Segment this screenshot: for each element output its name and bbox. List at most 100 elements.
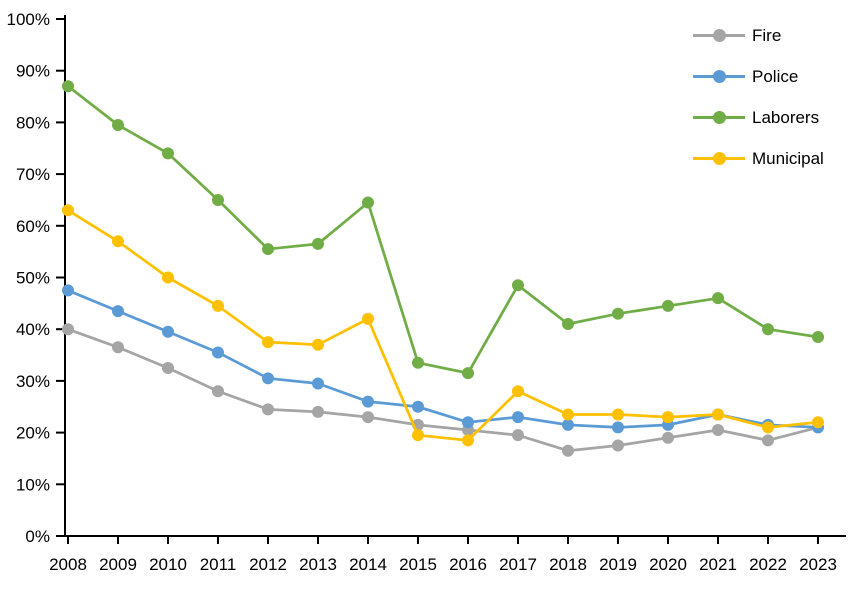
x-axis-label: 2008 <box>49 555 87 574</box>
series-municipal-marker-2021 <box>712 408 724 421</box>
fire-series-swatch-icon <box>693 29 745 42</box>
x-axis-label: 2019 <box>599 555 637 574</box>
series-fire-marker-2010 <box>162 361 174 374</box>
y-axis-label: 70% <box>16 165 50 184</box>
series-laborers-marker-2009 <box>112 118 124 131</box>
x-axis-label: 2023 <box>799 555 837 574</box>
series-laborers-marker-2023 <box>812 330 824 343</box>
series-municipal-marker-2018 <box>562 408 574 421</box>
y-axis-label: 60% <box>16 217 50 236</box>
series-police-marker-2019 <box>612 421 624 434</box>
series-police-marker-2009 <box>112 305 124 318</box>
y-axis-label: 100% <box>7 10 50 29</box>
series-fire-marker-2017 <box>512 429 524 442</box>
series-police-marker-2015 <box>412 400 424 413</box>
police-series-swatch-icon <box>693 70 745 83</box>
series-laborers-marker-2012 <box>262 243 274 256</box>
series-laborers-marker-2010 <box>162 147 174 160</box>
series-municipal-marker-2009 <box>112 235 124 248</box>
y-axis-label: 40% <box>16 320 50 339</box>
legend-item-municipal: Municipal <box>693 138 824 179</box>
y-axis-label: 90% <box>16 62 50 81</box>
series-fire-marker-2021 <box>712 424 724 437</box>
series-laborers-marker-2020 <box>662 299 674 312</box>
series-municipal-line <box>66 208 820 442</box>
x-axis-label: 2017 <box>499 555 537 574</box>
legend-label: Police <box>752 66 799 86</box>
series-fire-marker-2013 <box>312 405 324 418</box>
series-fire-marker-2022 <box>762 434 774 447</box>
series-municipal-marker-2023 <box>812 416 824 429</box>
legend-label: Laborers <box>752 107 820 127</box>
x-axis-label: 2011 <box>200 555 237 574</box>
series-police-marker-2010 <box>162 325 174 338</box>
chart-legend: Fire Police Laborers Municipal <box>693 15 824 179</box>
series-fire-marker-2019 <box>612 439 624 452</box>
legend-item-fire: Fire <box>693 15 824 56</box>
legend-item-police: Police <box>693 56 824 97</box>
series-fire-marker-2009 <box>112 341 124 354</box>
series-fire-line <box>66 327 820 453</box>
y-axis-label: 20% <box>16 424 50 443</box>
x-axis-label: 2022 <box>749 555 787 574</box>
series-laborers-marker-2011 <box>212 193 224 206</box>
y-axis-label: 50% <box>16 268 50 287</box>
x-axis-label: 2018 <box>549 555 587 574</box>
laborers-series-swatch-icon <box>693 111 745 124</box>
series-laborers-marker-2022 <box>762 323 774 336</box>
series-fire-marker-2008 <box>62 323 74 336</box>
series-police-marker-2012 <box>262 372 274 385</box>
series-fire-marker-2012 <box>262 403 274 416</box>
municipal-series-swatch-icon <box>693 152 745 165</box>
series-municipal-marker-2010 <box>162 271 174 284</box>
series-fire-marker-2020 <box>662 431 674 444</box>
x-axis-label: 2009 <box>99 555 137 574</box>
series-laborers-marker-2018 <box>562 318 574 331</box>
series-municipal-marker-2008 <box>62 204 74 217</box>
series-laborers-marker-2013 <box>312 237 324 250</box>
series-municipal-marker-2020 <box>662 411 674 424</box>
series-police-marker-2014 <box>362 395 374 408</box>
series-municipal-marker-2022 <box>762 421 774 434</box>
series-municipal-marker-2012 <box>262 336 274 349</box>
series-municipal-marker-2016 <box>462 434 474 447</box>
series-police-line <box>66 289 820 429</box>
series-laborers-marker-2015 <box>412 356 424 369</box>
series-laborers-marker-2019 <box>612 307 624 320</box>
series-fire-marker-2014 <box>362 411 374 424</box>
legend-label: Fire <box>752 25 782 45</box>
legend-item-laborers: Laborers <box>693 97 824 138</box>
x-axis-label: 2013 <box>299 555 337 574</box>
series-laborers-marker-2016 <box>462 367 474 380</box>
series-laborers-marker-2017 <box>512 279 524 292</box>
legend-label: Municipal <box>752 148 824 168</box>
x-axis-label: 2016 <box>449 555 487 574</box>
series-municipal-marker-2015 <box>412 429 424 442</box>
series-municipal-marker-2017 <box>512 385 524 398</box>
series-laborers-line <box>66 84 820 375</box>
series-laborers-marker-2014 <box>362 196 374 209</box>
y-axis-label: 0% <box>25 527 50 546</box>
x-axis-label: 2012 <box>249 555 287 574</box>
series-laborers-marker-2008 <box>62 80 74 93</box>
series-police-marker-2018 <box>562 418 574 431</box>
series-police-marker-2011 <box>212 346 224 359</box>
y-axis-label: 80% <box>16 113 50 132</box>
x-axis-label: 2014 <box>349 555 387 574</box>
series-police-marker-2017 <box>512 411 524 424</box>
y-axis-label: 30% <box>16 372 50 391</box>
series-municipal-marker-2014 <box>362 312 374 325</box>
x-axis-label: 2021 <box>699 555 737 574</box>
x-axis-label: 2020 <box>649 555 687 574</box>
series-laborers-marker-2021 <box>712 292 724 305</box>
y-axis-label: 10% <box>16 475 50 494</box>
series-police-marker-2013 <box>312 377 324 390</box>
x-axis-label: 2010 <box>149 555 187 574</box>
x-axis-label: 2015 <box>399 555 437 574</box>
series-municipal-marker-2011 <box>212 299 224 312</box>
series-municipal-marker-2013 <box>312 338 324 351</box>
series-police-marker-2016 <box>462 416 474 429</box>
series-fire-marker-2011 <box>212 385 224 398</box>
